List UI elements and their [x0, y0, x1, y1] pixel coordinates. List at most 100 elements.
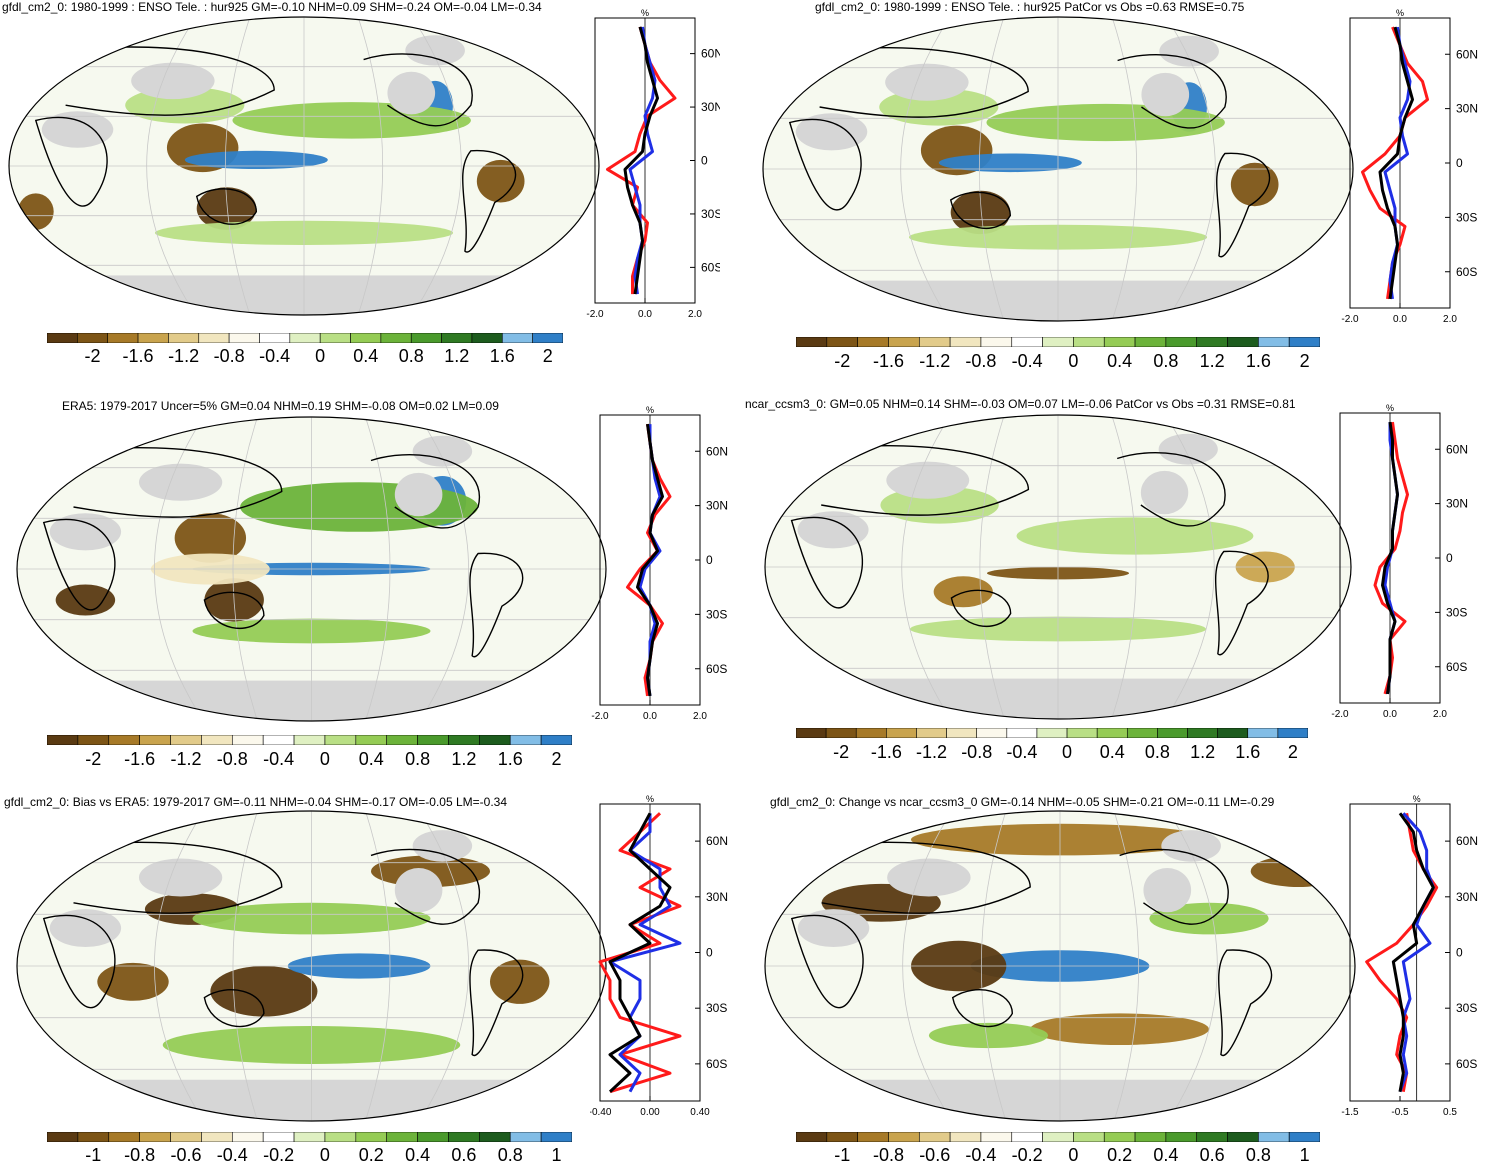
- colorbar-swatch: [855, 728, 887, 738]
- coastline: [34, 116, 108, 207]
- y-tick-label: 0: [706, 553, 713, 567]
- colorbar-swatch: [137, 333, 169, 343]
- colorbar-swatch: [1096, 728, 1128, 738]
- colorbar-swatch: [324, 735, 357, 745]
- x-tick-label: 0.00: [640, 1107, 660, 1118]
- colorbar-tick-label: 0.6: [451, 1145, 477, 1165]
- unit-label: %: [1386, 403, 1394, 413]
- sahara-missing: [49, 513, 122, 551]
- colorbar-swatch: [170, 1132, 202, 1142]
- y-tick-label: 60S: [701, 260, 720, 274]
- colorbar: [47, 735, 572, 745]
- colorbar-swatch: [1157, 728, 1188, 738]
- series-line: [1378, 26, 1414, 300]
- map-frame: [8, 16, 600, 316]
- greenland-missing: [1161, 830, 1221, 862]
- colorbar-tick-label: -0.8: [124, 1145, 156, 1165]
- colorbar-swatch: [980, 1132, 1013, 1142]
- coastline: [469, 552, 524, 658]
- coastline: [195, 188, 258, 225]
- panel-title: gfdl_cm2_0: 1980-1999 : ENSO Tele. : hur…: [2, 0, 542, 14]
- y-tick-label: 30S: [706, 1001, 727, 1015]
- colorbar-tick-label: 0.4: [405, 1145, 431, 1165]
- x-tick-label: 2.0: [1433, 709, 1447, 720]
- x-tick-label: -2.0: [1331, 709, 1349, 720]
- colorbar-tick-label: -0.4: [1011, 351, 1043, 371]
- colorbar-swatch: [1042, 1132, 1074, 1142]
- colorbar-swatch: [47, 735, 79, 745]
- zonal-mean-plot: % 60N 30N 0 30S 60S -0.40 0.00 0.40: [590, 794, 728, 1118]
- map: [8, 16, 600, 316]
- colorbar-tick-label: -0.4: [259, 346, 291, 366]
- colorbar-labels: -1 -0.8 -0.6 -0.4 -0.2 0 0.2 0.4 0.6 0.8 1: [47, 1145, 572, 1167]
- asia-missing: [886, 461, 970, 499]
- colorbar-tick-label: 0.8: [1144, 742, 1170, 762]
- colorbar-tick-label: -0.4: [965, 1145, 997, 1165]
- coastline: [73, 841, 283, 914]
- series-line: [608, 812, 672, 1093]
- colorbar-swatch: [168, 333, 200, 343]
- colorbar-swatch: [386, 735, 418, 745]
- coastline: [951, 989, 1014, 1028]
- coastline: [821, 841, 1031, 914]
- unit-label: %: [641, 8, 649, 18]
- colorbar-swatch: [1134, 337, 1167, 347]
- sahara-missing: [795, 113, 868, 151]
- colorbar-swatch: [479, 1132, 511, 1142]
- colorbar-tick-label: -1.2: [170, 749, 202, 769]
- colorbar-tick-label: -2: [833, 742, 850, 762]
- coastline: [1215, 152, 1271, 258]
- colorbar-swatch: [47, 333, 78, 343]
- colorbar-swatch: [319, 333, 351, 343]
- y-tick-label: 0: [1446, 551, 1453, 565]
- coastline: [1117, 54, 1227, 129]
- series-line: [1381, 421, 1399, 695]
- y-tick-label: 60N: [1456, 47, 1478, 61]
- colorbar-swatch: [471, 333, 503, 343]
- anomaly-region: [1250, 855, 1347, 887]
- x-tick-label: 2.0: [688, 309, 702, 320]
- anomaly-region: [1149, 902, 1269, 935]
- coastline: [949, 191, 1012, 230]
- colorbar-swatch: [324, 1132, 357, 1142]
- x-tick-label: -2.0: [1341, 314, 1359, 325]
- y-tick-label: 60S: [1456, 265, 1477, 279]
- coastline: [790, 914, 864, 1009]
- map-frame: [764, 414, 1352, 720]
- colorbar-swatch: [1288, 337, 1320, 347]
- colorbar-tick-label: -1.6: [124, 749, 156, 769]
- colorbar-tick-label: 1.6: [497, 749, 523, 769]
- anomaly-region: [55, 584, 116, 616]
- y-tick-label: 60S: [1456, 1057, 1477, 1071]
- colorbar-tick-label: -0.8: [216, 749, 248, 769]
- y-tick-label: 30N: [706, 890, 728, 904]
- coastline: [73, 446, 283, 518]
- y-tick-label: 60N: [706, 444, 728, 458]
- colorbar-swatch: [77, 333, 109, 343]
- colorbar-swatch: [1288, 1132, 1320, 1142]
- colorbar-tick-label: 0.6: [1199, 1145, 1225, 1165]
- colorbar-tick-label: -1.2: [168, 346, 200, 366]
- colorbar-tick-label: -0.6: [919, 1145, 951, 1165]
- colorbar-swatch: [509, 1132, 542, 1142]
- y-tick-label: 60N: [701, 47, 720, 61]
- colorbar-tick-label: 0: [319, 1145, 330, 1165]
- colorbar-swatch: [1227, 1132, 1259, 1142]
- y-tick-label: 30S: [701, 207, 720, 221]
- y-tick-label: 0: [701, 154, 708, 168]
- x-tick-label: -0.5: [1391, 1107, 1409, 1118]
- colorbar-swatch: [139, 735, 171, 745]
- colorbar-swatch: [1187, 728, 1218, 738]
- colorbar-tick-label: -1.6: [872, 351, 904, 371]
- colorbar-swatch: [918, 337, 951, 347]
- unit-label: %: [1413, 794, 1421, 804]
- colorbar-swatch: [228, 333, 260, 343]
- sahara-missing: [797, 909, 870, 948]
- colorbar-swatch: [293, 735, 326, 745]
- colorbar-swatch: [1227, 337, 1259, 347]
- map: [764, 810, 1356, 1122]
- colorbar-swatch: [1011, 337, 1043, 347]
- colorbar-tick-label: 0: [319, 749, 330, 769]
- unit-label: %: [1396, 8, 1404, 18]
- coastline: [370, 848, 481, 925]
